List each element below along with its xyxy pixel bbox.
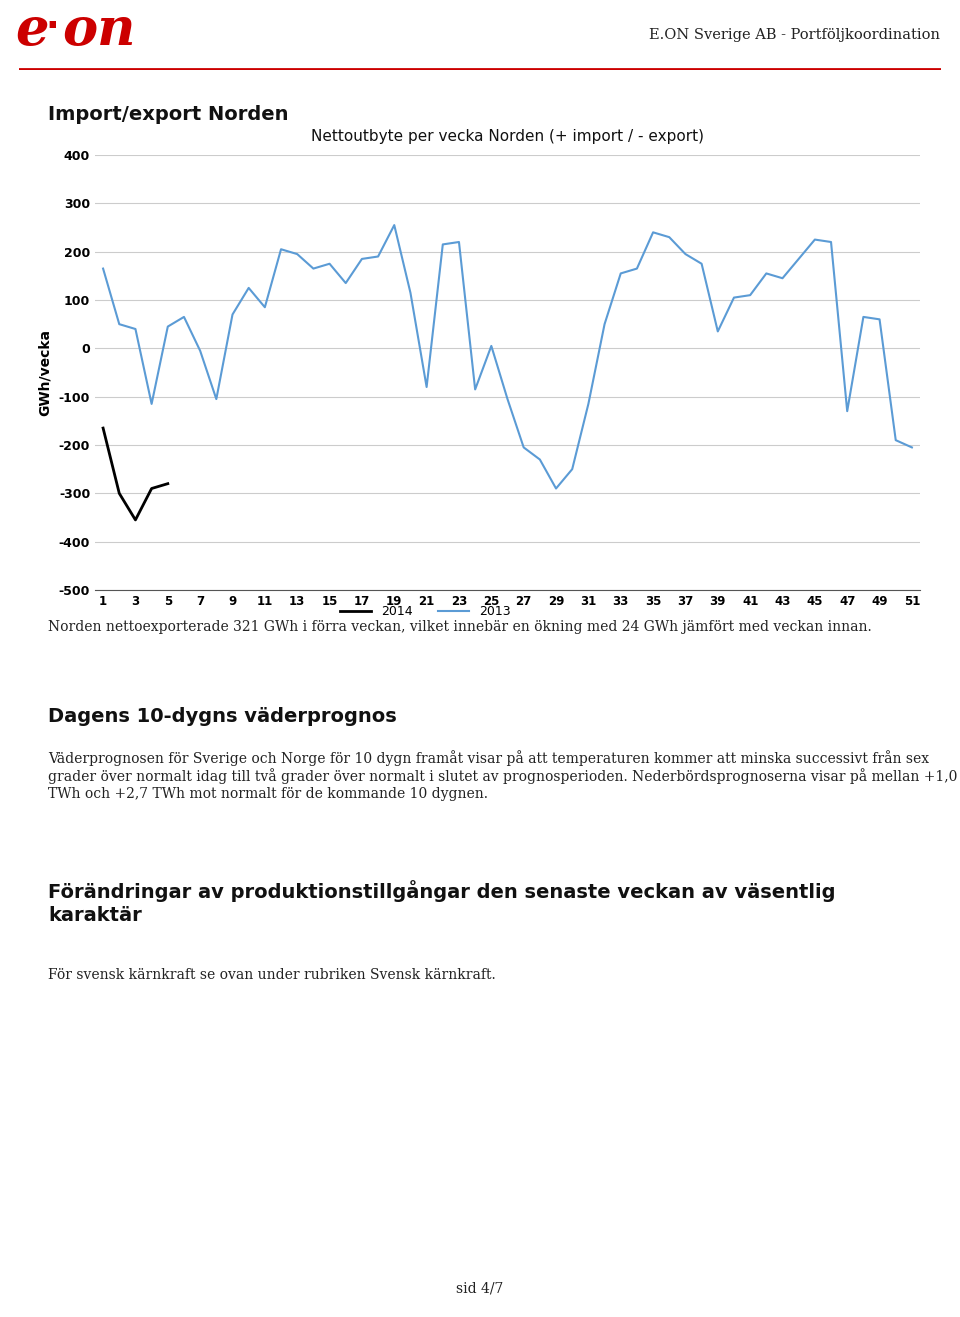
Title: Nettoutbyte per vecka Norden (+ import / - export): Nettoutbyte per vecka Norden (+ import /… bbox=[311, 129, 704, 144]
Text: on: on bbox=[62, 4, 135, 55]
Text: ·: · bbox=[45, 11, 59, 43]
Legend: 2014, 2013: 2014, 2013 bbox=[335, 601, 516, 623]
Text: Dagens 10-dygns väderprognos: Dagens 10-dygns väderprognos bbox=[48, 706, 396, 726]
Text: Norden nettoexporterade 321 GWh i förra veckan, vilket innebär en ökning med 24 : Norden nettoexporterade 321 GWh i förra … bbox=[48, 620, 872, 633]
Text: sid 4/7: sid 4/7 bbox=[456, 1281, 504, 1296]
Text: Import/export Norden: Import/export Norden bbox=[48, 105, 289, 125]
Text: För svensk kärnkraft se ovan under rubriken Svensk kärnkraft.: För svensk kärnkraft se ovan under rubri… bbox=[48, 968, 495, 982]
Text: Väderprognosen för Sverige och Norge för 10 dygn framåt visar på att temperature: Väderprognosen för Sverige och Norge för… bbox=[48, 749, 957, 801]
Text: e: e bbox=[15, 4, 49, 55]
Text: E.ON Sverige AB - Portföljkoordination: E.ON Sverige AB - Portföljkoordination bbox=[649, 28, 940, 42]
Y-axis label: GWh/vecka: GWh/vecka bbox=[37, 329, 52, 416]
Text: Förändringar av produktionstillgångar den senaste veckan av väsentlig
karaktär: Förändringar av produktionstillgångar de… bbox=[48, 880, 835, 926]
